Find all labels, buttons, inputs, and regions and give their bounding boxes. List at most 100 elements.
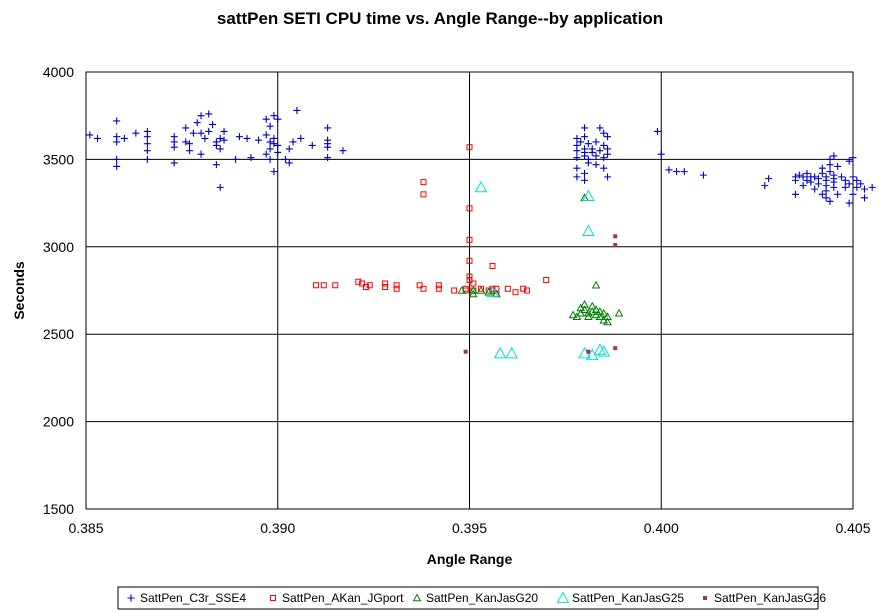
data-point [324, 154, 332, 162]
data-point [588, 148, 596, 156]
data-point [143, 133, 151, 141]
data-point [393, 282, 400, 289]
data-point [592, 161, 600, 169]
y-tick-label: 1500 [43, 501, 74, 517]
x-tick-label: 0.405 [835, 520, 870, 536]
data-point [600, 154, 608, 162]
data-point [604, 133, 612, 141]
chart-title: sattPen SETI CPU time vs. Angle Range--b… [217, 9, 663, 28]
data-point [220, 136, 228, 144]
data-point [826, 161, 834, 169]
data-point [247, 154, 255, 162]
data-point [416, 282, 423, 289]
data-point [262, 115, 270, 123]
data-point [270, 168, 278, 176]
data-point [232, 155, 240, 163]
data-point [243, 134, 251, 142]
legend-label: SattPen_C3r_SSE4 [140, 591, 246, 605]
data-point [591, 280, 601, 289]
data-point [197, 150, 205, 158]
data-point [382, 284, 389, 291]
data-point [761, 182, 769, 190]
data-point [186, 140, 194, 148]
x-tick-label: 0.395 [452, 520, 487, 536]
data-point [826, 168, 834, 176]
data-point [818, 169, 826, 177]
data-point [120, 134, 128, 142]
data-point [699, 171, 707, 179]
data-point [524, 287, 531, 294]
data-point [504, 285, 511, 292]
data-point [170, 159, 178, 167]
series-3 [474, 180, 611, 361]
data-point [857, 180, 865, 188]
data-point [216, 145, 224, 153]
data-point [849, 190, 857, 198]
data-point [597, 345, 611, 357]
data-point [289, 138, 297, 146]
data-point [266, 138, 274, 146]
data-point [673, 168, 681, 176]
data-point [393, 285, 400, 292]
data-point [466, 257, 473, 264]
data-point [584, 312, 593, 321]
data-point [520, 285, 527, 292]
data-point [512, 289, 519, 296]
data-point [113, 117, 121, 125]
data-point [266, 155, 274, 163]
data-point [795, 171, 803, 179]
tick-labels: 1500 2000 2500 3000 3500 4000 0.385 0.390 0.395 0… [43, 64, 871, 536]
data-point [332, 282, 339, 289]
data-point [474, 180, 488, 193]
data-point [596, 124, 604, 132]
data-point [366, 282, 373, 289]
data-point [614, 308, 624, 317]
data-point [339, 147, 347, 155]
data-point [362, 284, 369, 291]
data-point [573, 154, 581, 162]
data-point [143, 147, 151, 155]
data-point [653, 127, 661, 135]
data-point [861, 185, 869, 193]
data-point [580, 299, 589, 308]
data-point [868, 183, 876, 191]
data-point [216, 183, 224, 191]
data-point [205, 127, 213, 135]
y-tick-label: 2500 [43, 326, 74, 342]
data-point [274, 115, 282, 123]
data-point [665, 166, 673, 174]
series-2 [457, 193, 624, 326]
data-point [132, 129, 140, 137]
x-tick-label: 0.390 [260, 520, 295, 536]
data-point [603, 317, 612, 326]
data-point [600, 141, 608, 149]
data-point [212, 161, 220, 169]
data-point [849, 154, 857, 162]
data-point [382, 280, 389, 287]
data-point [457, 285, 467, 294]
data-point [274, 148, 282, 156]
legend: SattPen_C3r_SSE4 SattPen_AKan_JGport SattP… [117, 586, 826, 610]
data-point [592, 138, 600, 146]
data-point [486, 285, 499, 298]
data-point [186, 147, 194, 155]
data-point [435, 285, 442, 292]
legend-label: SattPen_KanJasG25 [572, 591, 684, 605]
data-point [466, 205, 473, 212]
series-1 [313, 144, 550, 297]
data-point [262, 131, 270, 139]
data-points [86, 106, 876, 361]
data-point [595, 306, 605, 315]
data-point [143, 140, 151, 148]
data-point [849, 173, 857, 181]
data-point [270, 140, 278, 148]
legend-label: SattPen_KanJasG20 [426, 591, 538, 605]
data-point [580, 305, 589, 314]
y-tick-label: 3000 [43, 239, 74, 255]
data-point [355, 278, 362, 285]
data-point [466, 144, 473, 151]
data-point [270, 112, 278, 120]
data-point [841, 176, 849, 184]
series-0 [86, 106, 876, 207]
